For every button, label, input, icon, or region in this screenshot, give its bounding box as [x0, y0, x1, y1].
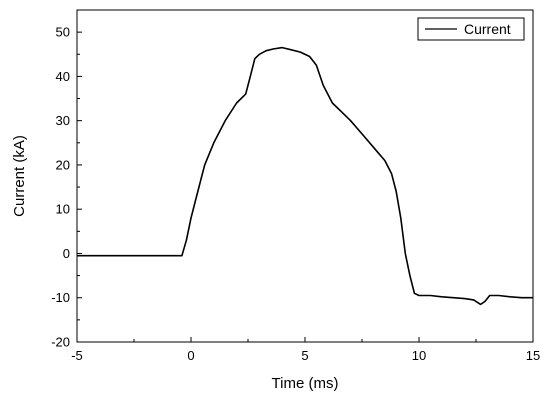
y-axis: -20 -10 0 10 20 30 40 50 — [51, 25, 82, 350]
y-tick-label: 30 — [56, 113, 70, 128]
y-tick-label: 40 — [56, 69, 70, 84]
y-tick-label: 10 — [56, 202, 70, 217]
x-tick-label: 5 — [301, 348, 308, 363]
x-tick-label: 0 — [187, 348, 194, 363]
legend: Current — [417, 17, 525, 41]
x-tick-label: -5 — [71, 348, 83, 363]
y-axis-title: Current (kA) — [11, 135, 28, 217]
legend-label-current: Current — [464, 21, 511, 37]
x-axis: -5 0 5 10 15 — [71, 337, 540, 363]
y-tick-label: -20 — [51, 335, 70, 350]
legend-box — [417, 17, 525, 41]
y-tick-label: -10 — [51, 290, 70, 305]
x-tick-label: 10 — [412, 348, 426, 363]
plot-area: -5 0 5 10 15 -20 -10 0 10 20 30 40 50 — [51, 9, 540, 363]
y-tick-label: 20 — [56, 157, 70, 172]
y-tick-label: 0 — [63, 246, 70, 261]
y-tick-label: 50 — [56, 25, 70, 40]
x-tick-label: 15 — [526, 348, 540, 363]
x-axis-title: Time (ms) — [272, 375, 339, 392]
plot-frame — [76, 9, 534, 343]
series-line-current — [77, 46, 533, 306]
